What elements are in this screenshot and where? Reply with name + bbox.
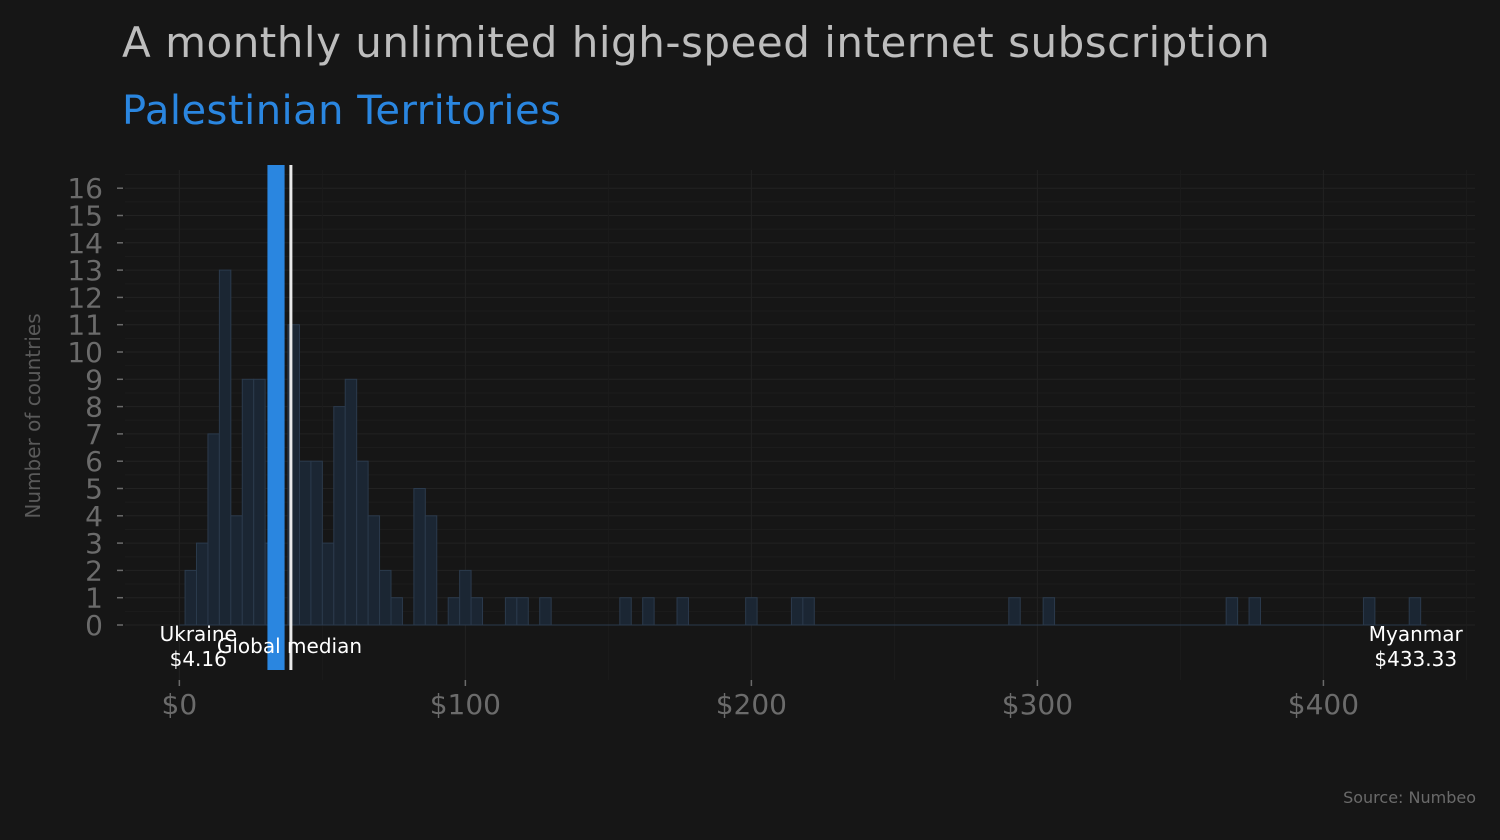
y-tick-label: 4 — [85, 500, 103, 533]
histogram-bar — [356, 460, 369, 626]
y-tick-label: 1 — [85, 582, 103, 615]
y-tick-label: 15 — [67, 200, 103, 233]
histogram-bar — [459, 569, 472, 626]
histogram-bar — [424, 515, 438, 626]
annotation-max-name: Myanmar — [1369, 622, 1464, 646]
y-tick-label: 11 — [67, 309, 103, 342]
y-tick-label: 7 — [85, 418, 103, 451]
y-tick-label: 10 — [67, 336, 103, 369]
y-tick-label: 6 — [85, 445, 103, 478]
histogram-bar — [379, 569, 392, 626]
histogram-bar — [344, 378, 358, 626]
highlight-bar — [267, 165, 285, 670]
y-tick-label: 3 — [85, 527, 103, 560]
y-tick-label: 12 — [67, 281, 103, 314]
y-tick-label: 2 — [85, 554, 103, 587]
histogram-bar — [676, 597, 689, 626]
y-tick-label: 8 — [85, 391, 103, 424]
x-tick-label: $100 — [430, 688, 501, 721]
chart-subtitle: Palestinian Territories — [122, 88, 562, 134]
y-tick-label: 13 — [67, 254, 103, 287]
histogram-bar — [642, 597, 655, 626]
y-axis-title: Number of countries — [21, 313, 45, 518]
histogram-bar — [390, 597, 403, 626]
annotation-min-value: $4.16 — [170, 647, 227, 671]
histogram-bar — [1042, 597, 1056, 626]
histogram-bar — [1225, 597, 1239, 626]
histogram-bar — [470, 597, 484, 626]
histogram-bar — [207, 433, 220, 626]
histogram-bar — [253, 378, 266, 626]
x-tick-label: $0 — [162, 688, 198, 721]
x-tick-label: $200 — [716, 688, 787, 721]
histogram-bar — [504, 597, 518, 626]
y-tick-label: 16 — [67, 172, 103, 205]
histogram-bar — [790, 597, 804, 626]
histogram-bar — [539, 597, 552, 626]
y-tick-label: 0 — [85, 609, 103, 642]
y-tick-label: 5 — [85, 473, 103, 506]
y-tick-label: 9 — [85, 363, 103, 396]
histogram-bar — [619, 597, 632, 626]
histogram-bar — [1362, 597, 1376, 626]
histogram-bar — [333, 406, 346, 626]
histogram-bar — [184, 569, 198, 626]
histogram-bar — [241, 378, 255, 626]
chart-title: A monthly unlimited high-speed internet … — [122, 18, 1271, 67]
histogram-bar — [1248, 597, 1261, 626]
y-tick-label: 14 — [67, 227, 103, 260]
histogram-bar — [1408, 597, 1422, 626]
x-tick-label: $400 — [1288, 688, 1359, 721]
histogram-bar — [367, 515, 381, 626]
histogram-bar — [447, 597, 461, 626]
histogram-bar — [298, 460, 312, 626]
median-label: Global median — [217, 634, 362, 658]
x-tick-label: $300 — [1002, 688, 1073, 721]
source-caption: Source: Numbeo — [1343, 788, 1476, 807]
histogram-bar — [802, 597, 815, 626]
histogram-bar — [745, 597, 758, 626]
histogram-bar — [516, 597, 529, 626]
histogram-bar — [310, 460, 323, 626]
histogram-bar — [413, 488, 426, 626]
histogram-bar — [196, 542, 209, 626]
annotation-max-value: $433.33 — [1374, 647, 1457, 671]
histogram-bar — [230, 515, 243, 626]
histogram-bar — [321, 542, 335, 626]
annotation-min-name: Ukraine — [160, 622, 237, 646]
histogram-bar — [1008, 597, 1021, 626]
histogram-bar — [218, 269, 232, 626]
